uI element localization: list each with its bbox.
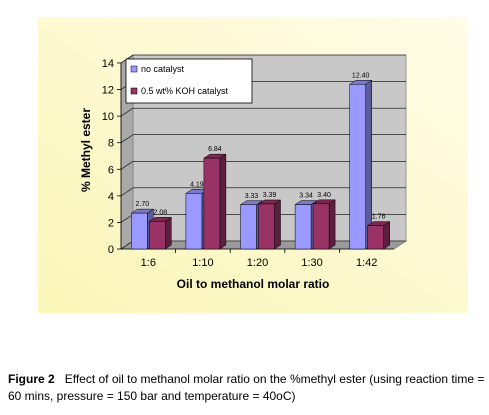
legend-label: no catalyst bbox=[141, 64, 185, 74]
data-label: 12.40 bbox=[352, 72, 370, 79]
bar bbox=[149, 221, 166, 250]
y-tick-label: 6 bbox=[108, 164, 114, 176]
y-tick-label: 4 bbox=[108, 191, 114, 203]
legend-box bbox=[125, 58, 253, 104]
bar-side bbox=[165, 216, 172, 250]
data-label: 3.34 bbox=[299, 193, 313, 200]
legend-swatch bbox=[130, 65, 138, 73]
legend: no catalyst 0.5 wt% KOH catalyst bbox=[125, 58, 253, 104]
data-label: 3.40 bbox=[317, 192, 331, 199]
y-tick-label: 0 bbox=[108, 244, 114, 256]
data-label: 4.19 bbox=[190, 181, 204, 188]
bar bbox=[294, 204, 312, 250]
bar bbox=[203, 157, 221, 250]
grid-line-side bbox=[120, 134, 134, 143]
data-label: 2.08 bbox=[153, 209, 167, 216]
bar bbox=[312, 203, 330, 250]
x-tick-label: 1:6 bbox=[141, 257, 156, 269]
bar-side bbox=[274, 199, 281, 250]
bar bbox=[240, 204, 257, 250]
data-label: 1.76 bbox=[372, 214, 386, 221]
legend-label: 0.5 wt% KOH catalyst bbox=[141, 86, 229, 96]
bar bbox=[367, 225, 384, 250]
x-tick-label: 1:10 bbox=[192, 257, 213, 269]
bar bbox=[349, 84, 366, 250]
grid-line-side bbox=[120, 107, 134, 117]
chart-figure: 0 2 4 6 8 10 12 14 1:6 2.70 2.08 1:10 4.19 6.84 1:20 3.… bbox=[38, 17, 468, 313]
x-tick-label: 1:42 bbox=[356, 257, 377, 269]
y-tick-label: 10 bbox=[102, 111, 114, 123]
caption-text: Effect of oil to methanol molar ratio on… bbox=[8, 372, 485, 403]
legend-swatch bbox=[130, 87, 138, 95]
data-label: 2.70 bbox=[135, 201, 149, 208]
caption-label: Figure 2 bbox=[8, 372, 55, 386]
y-tick-label: 2 bbox=[108, 217, 114, 229]
bar-side bbox=[328, 199, 336, 250]
x-tick-label: 1:20 bbox=[247, 257, 268, 269]
y-axis-label: % Methyl ester bbox=[79, 108, 93, 192]
chart: 0 2 4 6 8 10 12 14 1:6 2.70 2.08 1:10 4.19 6.84 1:20 3.… bbox=[38, 17, 468, 313]
bar-side bbox=[383, 221, 390, 250]
x-tick-label: 1:30 bbox=[301, 257, 322, 269]
grid-line-side bbox=[120, 240, 134, 250]
bar-side bbox=[219, 153, 227, 250]
bar bbox=[185, 193, 203, 250]
y-tick-label: 8 bbox=[108, 138, 114, 150]
data-label: 3.33 bbox=[245, 193, 259, 200]
data-label: 6.84 bbox=[208, 146, 222, 153]
x-axis-label: Oil to methanol molar ratio bbox=[177, 277, 330, 291]
grid-line-side bbox=[120, 214, 134, 223]
grid-line-side bbox=[120, 187, 134, 197]
figure-caption: Figure 2 Effect of oil to methanol molar… bbox=[8, 371, 486, 405]
y-tick-label: 12 bbox=[102, 85, 114, 97]
bar bbox=[131, 212, 148, 250]
bar bbox=[258, 203, 275, 250]
data-label: 3.39 bbox=[263, 192, 277, 199]
grid-line-side bbox=[120, 161, 134, 170]
y-tick-label: 14 bbox=[102, 58, 114, 70]
